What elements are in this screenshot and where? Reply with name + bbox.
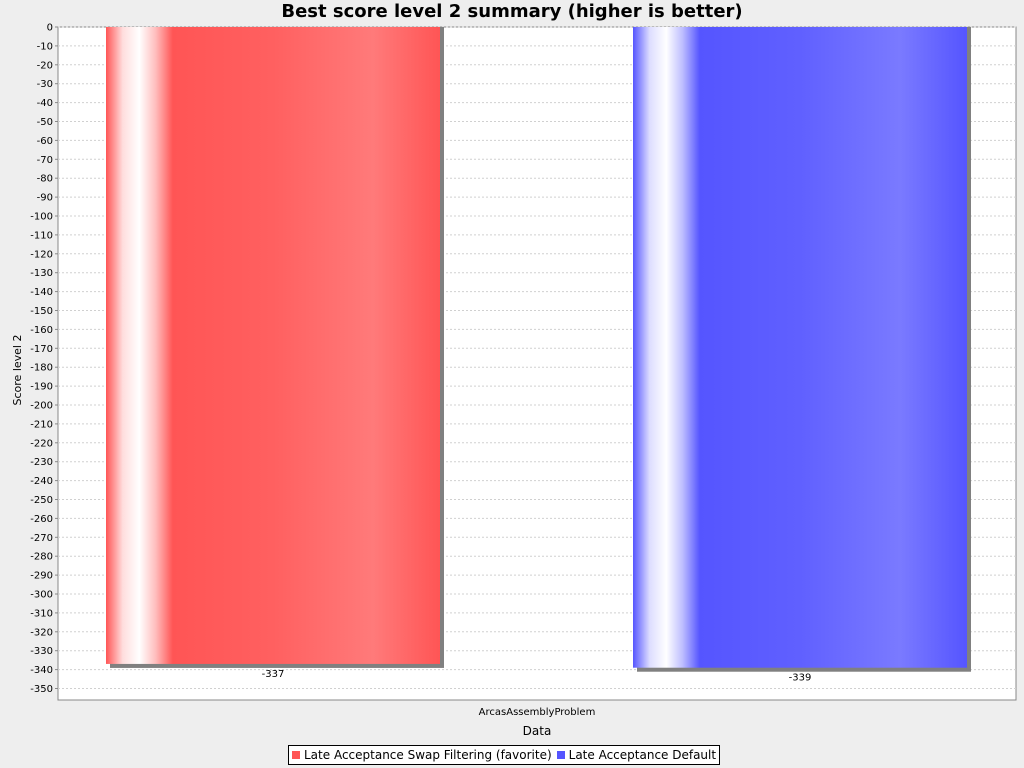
x-category-label: ArcasAssemblyProblem	[479, 707, 596, 718]
y-tick-label: -30	[37, 79, 53, 90]
y-tick-label: -90	[37, 193, 53, 204]
y-tick-label: -290	[30, 571, 53, 582]
y-tick-label: -300	[30, 590, 53, 601]
y-tick-label: -150	[30, 306, 53, 317]
y-tick-label: -80	[37, 174, 53, 185]
y-tick-label: -70	[37, 155, 53, 166]
legend-item-1: Late Acceptance Default	[556, 748, 717, 762]
y-tick-label: -220	[30, 438, 53, 449]
y-tick-label: -210	[30, 419, 53, 430]
y-tick-label: 0	[47, 23, 53, 34]
y-tick-label: -190	[30, 382, 53, 393]
legend-swatch-red	[292, 751, 300, 759]
y-tick-label: -260	[30, 514, 53, 525]
y-tick-label: -180	[30, 363, 53, 374]
y-tick-label: -230	[30, 457, 53, 468]
chart-title: Best score level 2 summary (higher is be…	[281, 1, 743, 22]
bar-late-acceptance-swap-filtering	[106, 27, 440, 664]
y-tick-label: -350	[30, 684, 53, 695]
y-tick-label: -270	[30, 533, 53, 544]
y-tick-label: -130	[30, 268, 53, 279]
y-tick-label: -160	[30, 325, 53, 336]
y-tick-label: -100	[30, 212, 53, 223]
y-tick-label: -280	[30, 552, 53, 563]
legend-swatch-blue	[556, 751, 565, 759]
bar-late-acceptance-default	[633, 27, 967, 668]
bar-value-label: -337	[262, 669, 285, 680]
y-tick-label: -200	[30, 401, 53, 412]
y-tick-label: -250	[30, 495, 53, 506]
legend-label-1: Late Acceptance Default	[568, 748, 717, 762]
y-tick-label: -320	[30, 627, 53, 638]
y-tick-label: -140	[30, 287, 53, 298]
y-tick-label: -310	[30, 608, 53, 619]
legend-label-0: Late Acceptance Swap Filtering (favorite…	[304, 748, 552, 762]
y-tick-label: -170	[30, 344, 53, 355]
legend-item-0: Late Acceptance Swap Filtering (favorite…	[292, 748, 552, 762]
legend: Late Acceptance Swap Filtering (favorite…	[288, 745, 721, 765]
y-axis-label: Score level 2	[11, 335, 24, 406]
y-tick-label: -10	[37, 41, 53, 52]
y-tick-label: -110	[30, 230, 53, 241]
plot-area: -337 -339 0 -10 -20 -30 -40 -50 -60 -70 -80 -90 -10…	[11, 23, 1017, 738]
y-tick-label: -120	[30, 249, 53, 260]
y-tick-label: -20	[37, 60, 53, 71]
bar-value-label: -339	[789, 673, 812, 684]
y-tick-label: -240	[30, 476, 53, 487]
x-axis-label: Data	[523, 724, 552, 738]
y-tick-label: -40	[37, 98, 53, 109]
y-tick-label: -50	[37, 117, 53, 128]
y-tick-label: -340	[30, 665, 53, 676]
y-tick-label: -330	[30, 646, 53, 657]
y-tick-label: -60	[37, 136, 53, 147]
